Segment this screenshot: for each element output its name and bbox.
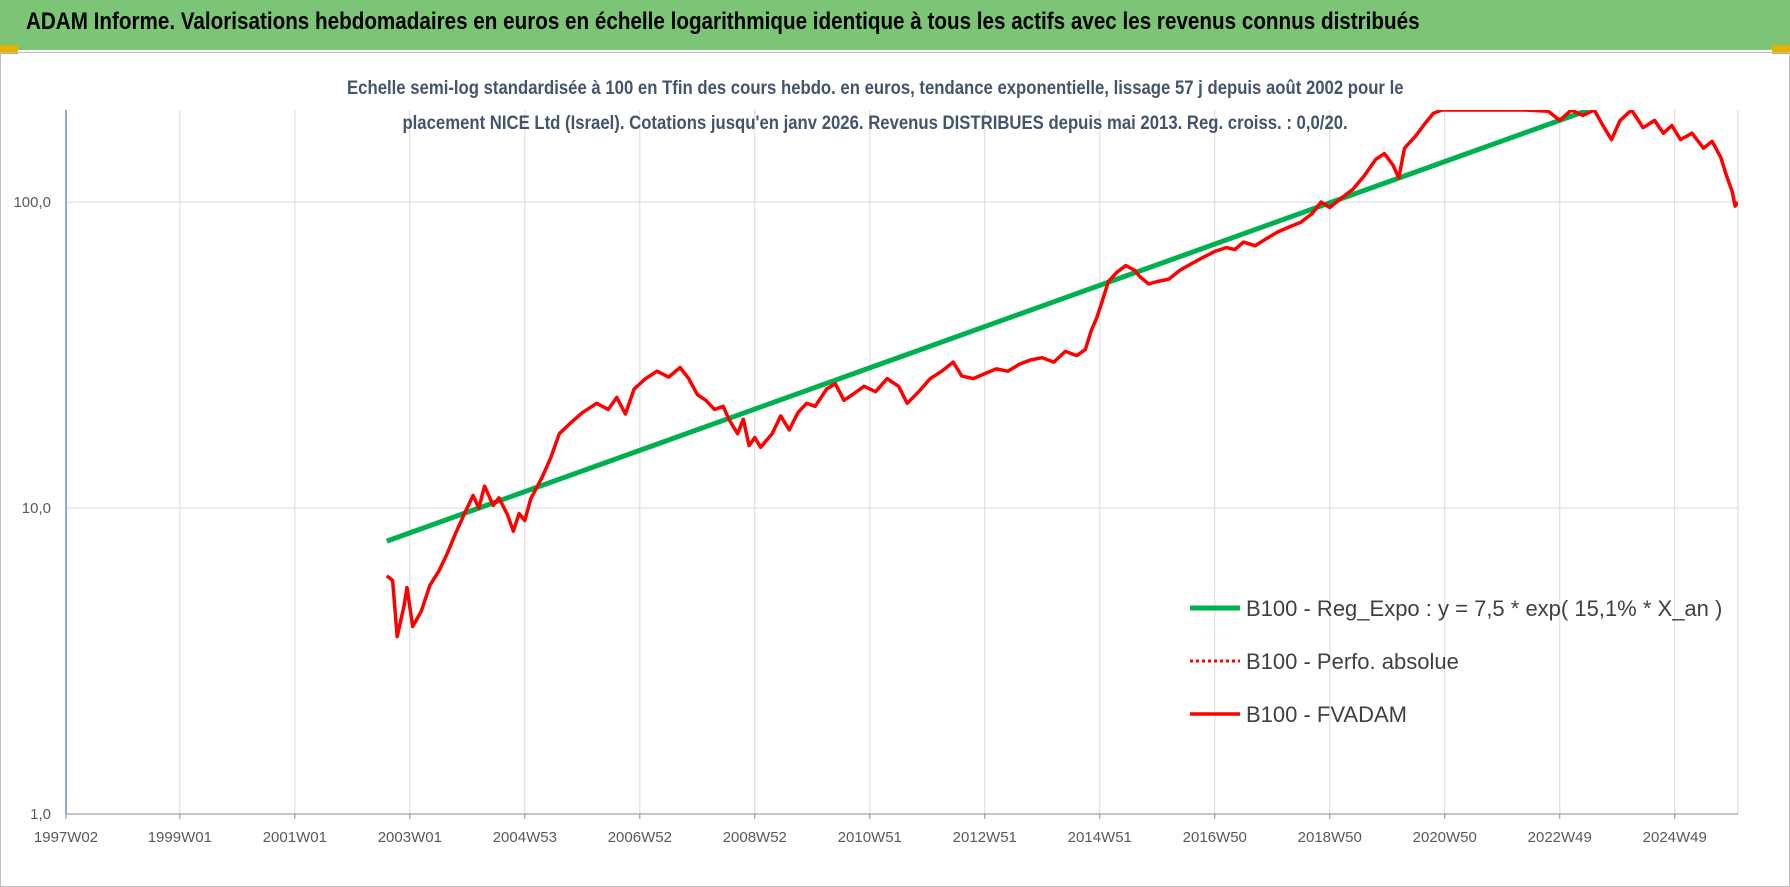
chart-title-line-1: Echelle semi-log standardisée à 100 en T… bbox=[346, 78, 1404, 99]
x-tick-label: 2001W01 bbox=[263, 829, 327, 846]
corner-marker-right bbox=[1772, 45, 1790, 54]
legend: B100 - Reg_Expo : y = 7,5 * exp( 15,1% *… bbox=[1190, 596, 1722, 727]
series-line-2 bbox=[385, 110, 1738, 639]
x-tick-label: 2003W01 bbox=[378, 829, 442, 846]
corner-marker-left bbox=[0, 45, 18, 54]
chart-title-line-2: placement NICE Ltd (Israel). Cotations j… bbox=[402, 113, 1348, 134]
x-tick-label: 2008W52 bbox=[723, 829, 787, 846]
legend-label-1: B100 - Perfo. absolue bbox=[1246, 649, 1459, 674]
legend-label-2: B100 - FVADAM bbox=[1246, 702, 1407, 727]
x-tick-label: 2024W49 bbox=[1643, 829, 1707, 846]
x-tick-label: 2004W53 bbox=[493, 829, 557, 846]
x-tick-label: 2012W51 bbox=[953, 829, 1017, 846]
y-tick-label: 10,0 bbox=[22, 500, 51, 517]
x-tick-label: 1999W01 bbox=[148, 829, 212, 846]
x-tick-label: 2016W50 bbox=[1183, 829, 1247, 846]
y-tick-label: 1,0 bbox=[30, 806, 51, 823]
y-tick-label: 100,0 bbox=[13, 194, 51, 211]
x-tick-label: 2006W52 bbox=[608, 829, 672, 846]
legend-label-0: B100 - Reg_Expo : y = 7,5 * exp( 15,1% *… bbox=[1246, 596, 1722, 621]
x-tick-label: 2020W50 bbox=[1413, 829, 1477, 846]
x-tick-label: 2022W49 bbox=[1528, 829, 1592, 846]
report-title: ADAM Informe. Valorisations hebdomadaire… bbox=[26, 8, 1420, 35]
axes: 1997W02 1999W01 2001W01 2003W01 2004W53 2006W… bbox=[13, 110, 1738, 846]
x-tick-label: 2014W51 bbox=[1068, 829, 1132, 846]
x-tick-label: 1997W02 bbox=[34, 829, 98, 846]
series-layer bbox=[385, 110, 1738, 639]
report-banner: ADAM Informe. Valorisations hebdomadaire… bbox=[0, 0, 1790, 50]
x-tick-label: 2010W51 bbox=[838, 829, 902, 846]
series-line-0 bbox=[385, 110, 1590, 544]
gridlines bbox=[66, 110, 1739, 815]
x-tick-label: 2018W50 bbox=[1298, 829, 1362, 846]
